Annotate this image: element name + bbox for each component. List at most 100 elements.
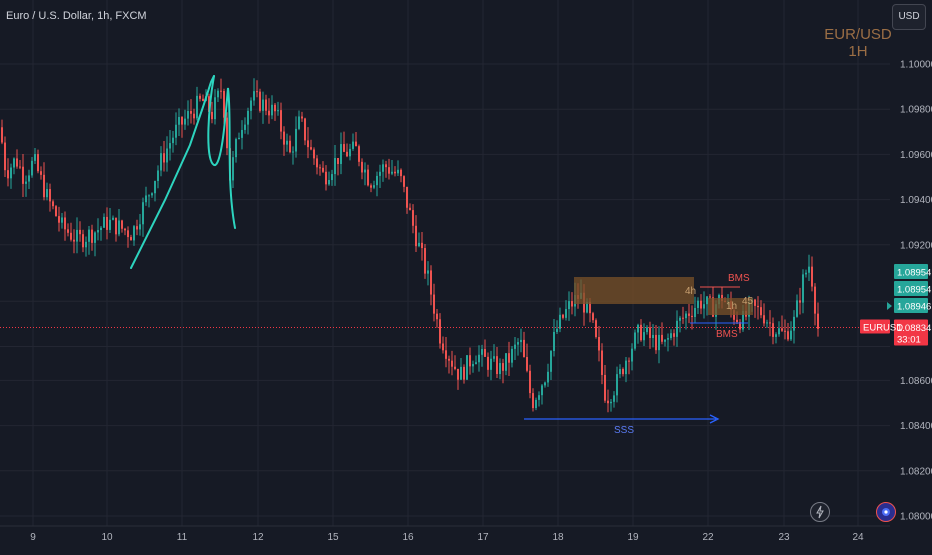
candle-body (643, 332, 645, 341)
settings-globe-icon[interactable] (876, 502, 896, 522)
candle-body (100, 227, 102, 231)
candle-body (646, 327, 648, 333)
candle-body (262, 99, 264, 111)
currency-button[interactable]: USD (892, 4, 926, 30)
y-tick-label: 1.09400 (900, 195, 932, 206)
candle-body (265, 99, 267, 111)
candle-body (796, 300, 798, 317)
candle-body (703, 304, 705, 309)
candle-body (694, 307, 696, 317)
candle-body (454, 366, 456, 369)
candle-body (40, 171, 42, 175)
candle-body (109, 219, 111, 230)
candle-body (172, 137, 174, 144)
candle-body (304, 118, 306, 141)
candle-body (535, 399, 537, 409)
candle-body (760, 307, 762, 316)
y-tick-label: 1.08600 (900, 376, 932, 387)
candle-body (625, 360, 627, 375)
candle-body (769, 322, 771, 324)
supply-zone-4h (574, 277, 694, 304)
candle-body (316, 158, 318, 168)
candle-body (559, 314, 561, 329)
candle-body (235, 139, 237, 158)
x-tick-label: 23 (778, 532, 790, 543)
candle-body (439, 319, 441, 344)
candle-body (157, 170, 159, 181)
candle-body (685, 313, 687, 319)
candle-body (544, 382, 546, 386)
candle-body (163, 153, 165, 163)
candle-body (124, 228, 126, 231)
candle-body (406, 186, 408, 208)
candle-body (652, 334, 654, 339)
candle-body (538, 395, 540, 400)
candle-body (478, 354, 480, 363)
candle-body (679, 317, 681, 321)
candle-body (667, 338, 669, 340)
x-tick-label: 11 (177, 532, 188, 543)
candle-body (532, 393, 534, 409)
x-tick-label: 17 (477, 532, 489, 543)
candle-body (649, 327, 651, 339)
candle-body (184, 118, 186, 125)
candle-body (238, 137, 240, 140)
candle-body (343, 144, 345, 152)
candle-body (505, 353, 507, 371)
candle-body (103, 216, 105, 228)
candle-body (622, 369, 624, 375)
x-tick-label: 18 (552, 532, 564, 543)
candle-body (586, 301, 588, 313)
candle-body (175, 124, 177, 138)
sss-label: SSS (614, 425, 634, 436)
y-tick-label: 1.09600 (900, 150, 932, 161)
candle-body (793, 316, 795, 331)
candle-body (319, 167, 321, 169)
lightning-icon[interactable] (810, 502, 830, 522)
candle-body (133, 226, 135, 241)
candle-body (214, 97, 216, 120)
price-tag-label: 1.08946 (897, 302, 931, 313)
candle-body (292, 151, 294, 153)
candle-body (460, 366, 462, 380)
candle-body (541, 385, 543, 396)
candle-body (127, 230, 129, 238)
candle-body (616, 374, 618, 396)
candle-body (25, 181, 27, 184)
candle-body (673, 333, 675, 337)
candle-body (412, 210, 414, 226)
candle-body (784, 330, 786, 332)
pair-timeframe: 1H (848, 43, 868, 60)
candle-body (475, 362, 477, 365)
candle-body (763, 315, 765, 324)
candle-body (568, 301, 570, 310)
current-price-label: 1.08834 (897, 323, 931, 334)
candle-body (610, 401, 612, 404)
candle-body (529, 370, 531, 394)
candle-body (520, 339, 522, 343)
candle-body (112, 217, 114, 220)
candle-body (628, 360, 630, 362)
candle-body (556, 328, 558, 332)
candle-body (61, 217, 63, 223)
candle-body (817, 313, 819, 329)
candle-body (691, 315, 693, 317)
loop-drawing (207, 75, 236, 229)
candle-body (148, 195, 150, 197)
price-tag (894, 298, 928, 313)
candle-body (424, 248, 426, 274)
candle-body (259, 91, 261, 111)
pair-symbol: EUR/USD (824, 26, 892, 43)
candle-body (637, 324, 639, 333)
candle-body (10, 167, 12, 179)
candle-body (787, 331, 789, 340)
candle-body (595, 320, 597, 338)
candle-body (562, 314, 564, 318)
candle-body (355, 141, 357, 147)
candle-body (382, 164, 384, 172)
candle-body (598, 337, 600, 351)
candle-body (232, 157, 234, 181)
candle-body (325, 171, 327, 185)
candle-body (385, 164, 387, 168)
